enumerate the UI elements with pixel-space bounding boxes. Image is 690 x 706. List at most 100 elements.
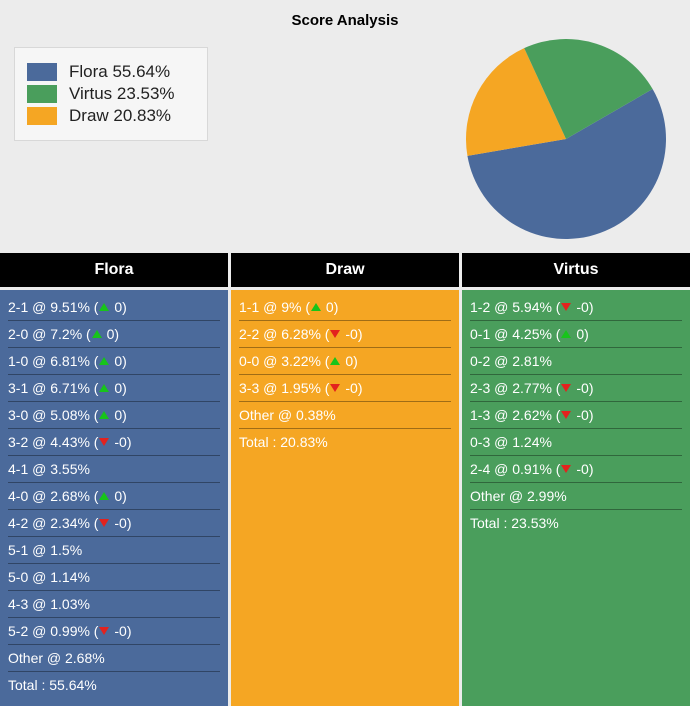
score-delta: 0)	[110, 380, 126, 396]
arrow-up-icon	[311, 303, 321, 311]
score-row: 0-0 @ 3.22% ( 0)	[239, 348, 451, 375]
arrow-down-icon	[330, 330, 340, 338]
score-row: Total : 23.53%	[470, 510, 682, 536]
score-delta: -0)	[572, 461, 593, 477]
arrow-down-icon	[99, 438, 109, 446]
score-row: 3-3 @ 1.95% ( -0)	[239, 375, 451, 402]
score-row: 0-2 @ 2.81%	[470, 348, 682, 375]
arrow-up-icon	[99, 303, 109, 311]
score-delta: 0)	[341, 353, 357, 369]
score-text: 4-1 @ 3.55%	[8, 461, 90, 477]
column-header: Flora	[0, 253, 228, 290]
score-text: 1-1 @ 9% (	[239, 299, 310, 315]
score-text: 0-0 @ 3.22% (	[239, 353, 329, 369]
page-title: Score Analysis	[0, 0, 690, 37]
score-row: 4-1 @ 3.55%	[8, 456, 220, 483]
score-delta: 0)	[110, 353, 126, 369]
score-text: 0-2 @ 2.81%	[470, 353, 552, 369]
score-text: 0-1 @ 4.25% (	[470, 326, 560, 342]
legend-label: Virtus 23.53%	[69, 84, 175, 104]
arrow-up-icon	[92, 330, 102, 338]
score-row: 1-3 @ 2.62% ( -0)	[470, 402, 682, 429]
score-delta: 0)	[322, 299, 338, 315]
score-text: Total : 23.53%	[470, 515, 559, 531]
arrow-up-icon	[330, 357, 340, 365]
score-row: Other @ 2.99%	[470, 483, 682, 510]
score-delta: 0)	[110, 488, 126, 504]
score-row: 0-3 @ 1.24%	[470, 429, 682, 456]
score-row: 0-1 @ 4.25% ( 0)	[470, 321, 682, 348]
arrow-down-icon	[99, 627, 109, 635]
arrow-down-icon	[99, 519, 109, 527]
score-row: 2-3 @ 2.77% ( -0)	[470, 375, 682, 402]
score-row: 5-2 @ 0.99% ( -0)	[8, 618, 220, 645]
legend-label: Flora 55.64%	[69, 62, 170, 82]
score-delta: 0)	[110, 299, 126, 315]
column-virtus: Virtus1-2 @ 5.94% ( -0)0-1 @ 4.25% ( 0)0…	[462, 253, 690, 706]
arrow-down-icon	[561, 384, 571, 392]
column-header: Draw	[231, 253, 459, 290]
column-body: 1-1 @ 9% ( 0)2-2 @ 6.28% ( -0)0-0 @ 3.22…	[231, 290, 459, 706]
score-row: 1-0 @ 6.81% ( 0)	[8, 348, 220, 375]
score-text: 3-3 @ 1.95% (	[239, 380, 329, 396]
top-row: Flora 55.64%Virtus 23.53%Draw 20.83%	[0, 37, 690, 253]
score-text: 5-2 @ 0.99% (	[8, 623, 98, 639]
arrow-down-icon	[561, 465, 571, 473]
score-row: 1-1 @ 9% ( 0)	[239, 294, 451, 321]
score-text: 0-3 @ 1.24%	[470, 434, 552, 450]
score-text: 4-2 @ 2.34% (	[8, 515, 98, 531]
column-body: 1-2 @ 5.94% ( -0)0-1 @ 4.25% ( 0)0-2 @ 2…	[462, 290, 690, 706]
legend-swatch	[27, 85, 57, 103]
score-row: 4-2 @ 2.34% ( -0)	[8, 510, 220, 537]
score-row: 2-2 @ 6.28% ( -0)	[239, 321, 451, 348]
score-text: 1-2 @ 5.94% (	[470, 299, 560, 315]
score-text: Other @ 2.99%	[470, 488, 567, 504]
score-text: Other @ 0.38%	[239, 407, 336, 423]
score-text: Total : 55.64%	[8, 677, 97, 693]
score-delta: -0)	[110, 434, 131, 450]
score-text: 3-2 @ 4.43% (	[8, 434, 98, 450]
column-flora: Flora2-1 @ 9.51% ( 0)2-0 @ 7.2% ( 0)1-0 …	[0, 253, 231, 706]
legend-box: Flora 55.64%Virtus 23.53%Draw 20.83%	[14, 47, 208, 141]
arrow-up-icon	[561, 330, 571, 338]
score-text: 2-1 @ 9.51% (	[8, 299, 98, 315]
score-row: 1-2 @ 5.94% ( -0)	[470, 294, 682, 321]
score-delta: 0)	[103, 326, 119, 342]
score-text: 2-3 @ 2.77% (	[470, 380, 560, 396]
score-text: 1-0 @ 6.81% (	[8, 353, 98, 369]
score-delta: -0)	[341, 380, 362, 396]
score-delta: -0)	[110, 515, 131, 531]
pie-chart	[466, 39, 666, 239]
score-row: Other @ 0.38%	[239, 402, 451, 429]
score-delta: -0)	[572, 299, 593, 315]
score-row: 3-2 @ 4.43% ( -0)	[8, 429, 220, 456]
legend-swatch	[27, 107, 57, 125]
legend-item: Virtus 23.53%	[27, 84, 175, 104]
legend-label: Draw 20.83%	[69, 106, 171, 126]
arrow-up-icon	[99, 411, 109, 419]
score-row: 5-0 @ 1.14%	[8, 564, 220, 591]
score-text: 5-1 @ 1.5%	[8, 542, 82, 558]
arrow-down-icon	[330, 384, 340, 392]
arrow-up-icon	[99, 384, 109, 392]
arrow-up-icon	[99, 492, 109, 500]
legend-swatch	[27, 63, 57, 81]
score-delta: -0)	[572, 407, 593, 423]
score-row: 3-0 @ 5.08% ( 0)	[8, 402, 220, 429]
legend-item: Draw 20.83%	[27, 106, 175, 126]
score-text: 1-3 @ 2.62% (	[470, 407, 560, 423]
score-text: Total : 20.83%	[239, 434, 328, 450]
score-delta: 0)	[110, 407, 126, 423]
score-row: 2-4 @ 0.91% ( -0)	[470, 456, 682, 483]
score-text: 5-0 @ 1.14%	[8, 569, 90, 585]
score-delta: -0)	[572, 380, 593, 396]
score-text: 4-0 @ 2.68% (	[8, 488, 98, 504]
score-row: 5-1 @ 1.5%	[8, 537, 220, 564]
score-row: 4-3 @ 1.03%	[8, 591, 220, 618]
score-text: 3-0 @ 5.08% (	[8, 407, 98, 423]
column-body: 2-1 @ 9.51% ( 0)2-0 @ 7.2% ( 0)1-0 @ 6.8…	[0, 290, 228, 706]
column-draw: Draw1-1 @ 9% ( 0)2-2 @ 6.28% ( -0)0-0 @ …	[231, 253, 462, 706]
score-row: 3-1 @ 6.71% ( 0)	[8, 375, 220, 402]
legend-item: Flora 55.64%	[27, 62, 175, 82]
score-row: 2-0 @ 7.2% ( 0)	[8, 321, 220, 348]
